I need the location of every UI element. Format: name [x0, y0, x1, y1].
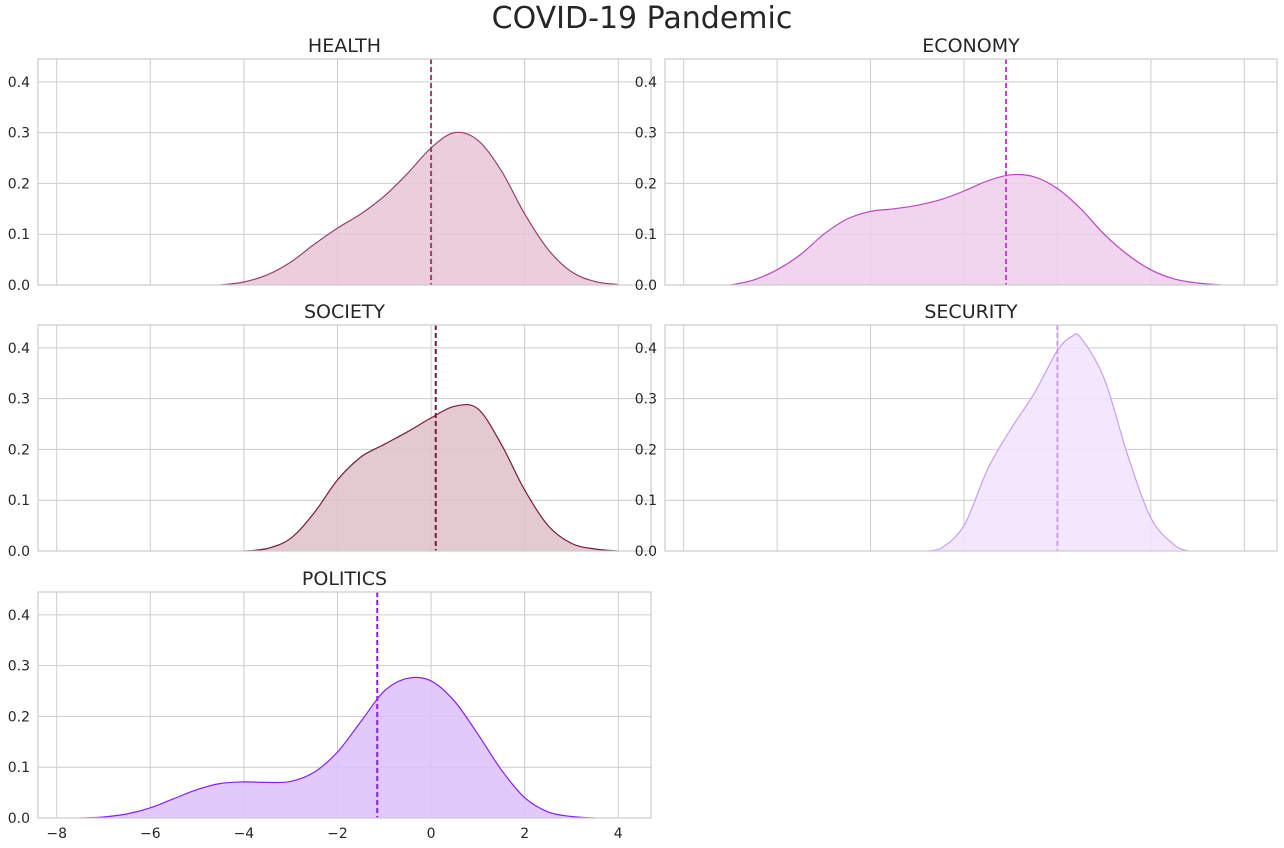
y-tick-label: 0.4: [635, 75, 657, 91]
x-tick-label: −6: [140, 826, 161, 842]
y-tick-label: 0.4: [8, 75, 30, 91]
x-tick-label: −2: [327, 826, 348, 842]
axes-frame: [37, 591, 652, 819]
x-tick-label: 0: [427, 826, 436, 842]
axes-frame: [664, 324, 1278, 552]
axes-frame: [37, 58, 652, 286]
subplot-title: SOCIETY: [304, 301, 385, 323]
subplot-title: HEALTH: [308, 35, 381, 57]
y-tick-label: 0.0: [635, 278, 657, 294]
subplot-title: POLITICS: [302, 568, 387, 590]
density-area: [243, 404, 619, 551]
y-tick-label: 0.0: [8, 278, 30, 294]
axes-frame: [37, 324, 652, 552]
y-tick-label: 0.3: [8, 392, 30, 408]
y-tick-label: 0.4: [8, 608, 30, 624]
y-tick-label: 0.2: [8, 176, 30, 192]
density-line: [730, 173, 1221, 286]
subplot-health: 0.0 0.1 0.2 0.3 0.4 HEALTH: [8, 35, 652, 294]
density-area: [730, 174, 1221, 285]
subplot-society: 0.0 0.1 0.2 0.3 0.4 SOCIETY: [8, 301, 652, 560]
subplot-title: ECONOMY: [922, 35, 1020, 57]
y-tick-label: 0.2: [8, 709, 30, 725]
y-tick-label: 0.0: [635, 544, 657, 560]
subplot-economy: 0.0 0.1 0.2 0.3 0.4 ECONOMY: [635, 35, 1278, 294]
y-tick-label: 0.3: [8, 659, 30, 675]
x-tick-label: −8: [46, 826, 67, 842]
subplot-title: SECURITY: [924, 301, 1018, 323]
y-tick-label: 0.4: [635, 341, 657, 357]
y-tick-label: 0.2: [635, 176, 657, 192]
y-tick-label: 0.3: [8, 126, 30, 142]
figure-title: COVID-19 Pandemic: [491, 1, 793, 36]
y-tick-label: 0.0: [8, 811, 30, 827]
y-tick-label: 0.1: [8, 227, 30, 243]
y-tick-label: 0.1: [635, 493, 657, 509]
subplot-security: 0.0 0.1 0.2 0.3 0.4 SECURITY: [635, 301, 1278, 560]
x-tick-label: −4: [234, 826, 255, 842]
y-tick-label: 0.2: [8, 442, 30, 458]
density-line: [243, 403, 619, 552]
y-tick-label: 0.0: [8, 544, 30, 560]
y-tick-label: 0.2: [635, 442, 657, 458]
x-tick-label: 2: [520, 826, 529, 842]
y-tick-label: 0.4: [8, 341, 30, 357]
density-line: [926, 333, 1189, 552]
x-tick-label: 4: [614, 826, 623, 842]
axes-frame: [664, 58, 1278, 286]
y-tick-label: 0.1: [8, 760, 30, 776]
y-tick-label: 0.1: [635, 227, 657, 243]
density-line: [220, 131, 619, 286]
y-tick-label: 0.3: [635, 126, 657, 142]
density-area: [220, 132, 619, 285]
y-tick-label: 0.3: [635, 392, 657, 408]
y-tick-label: 0.1: [8, 493, 30, 509]
density-area: [926, 333, 1189, 551]
density-area: [80, 677, 595, 818]
density-line: [80, 676, 595, 819]
subplot-politics: 0.0 0.1 0.2 0.3 0.4 −8 −6 −4 −2 0 2 4 POLITICS: [8, 568, 652, 842]
